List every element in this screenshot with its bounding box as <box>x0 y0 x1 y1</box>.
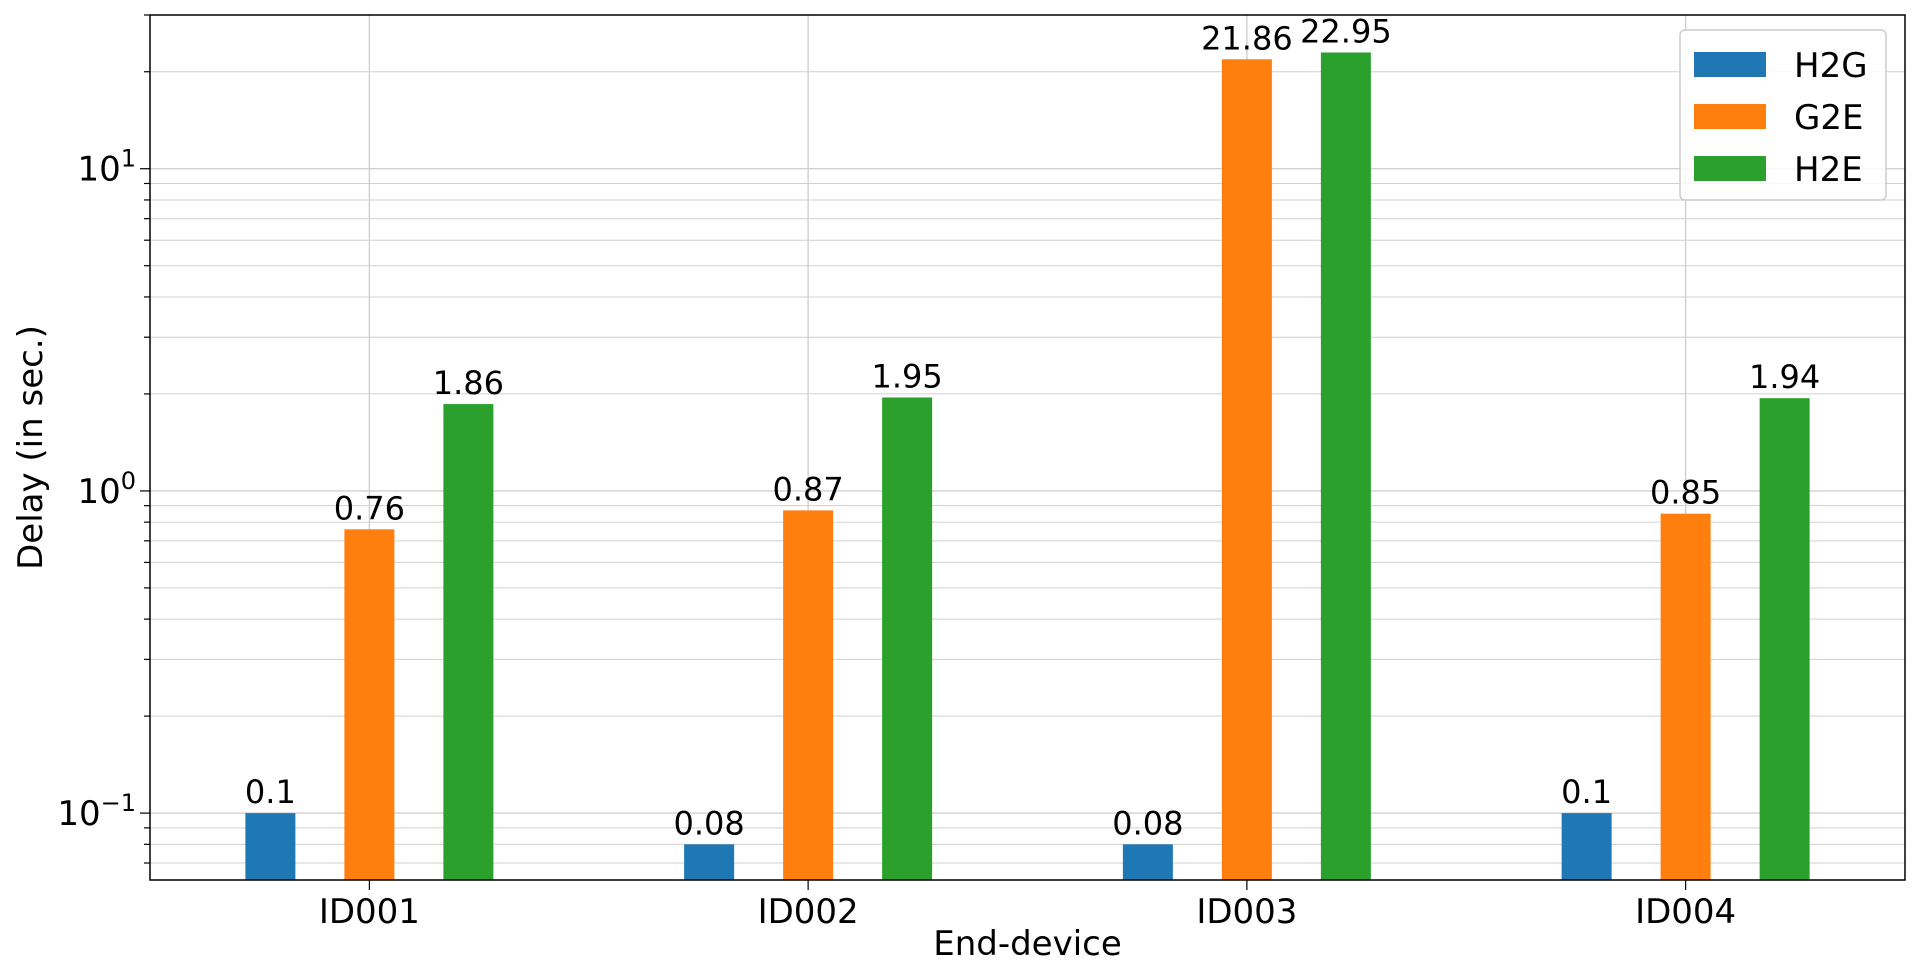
x-tick-label: ID004 <box>1635 892 1736 932</box>
legend: H2G G2E H2E <box>1679 29 1887 201</box>
bar-value-label: 21.86 <box>1201 19 1293 57</box>
bar-h2e-id003 <box>1320 52 1371 881</box>
bar-h2g-id002 <box>684 844 735 880</box>
bar-value-label: 0.76 <box>334 489 405 527</box>
grid <box>150 14 1905 880</box>
bar-value-label: 0.85 <box>1650 474 1721 512</box>
bar-h2g-id003 <box>1122 844 1173 880</box>
bar-g2e-id004 <box>1660 513 1711 880</box>
bars <box>245 52 1810 881</box>
bar-value-label: 0.1 <box>245 773 296 811</box>
bar-g2e-id001 <box>344 529 395 880</box>
y-tick-label: 10−1 <box>57 789 136 834</box>
bar-h2g-id004 <box>1561 813 1612 880</box>
legend-label: H2E <box>1794 150 1863 190</box>
y-axis-title: Delay (in sec.) <box>11 325 51 570</box>
bar-value-label: 0.08 <box>674 804 745 842</box>
bar-g2e-id003 <box>1221 59 1272 880</box>
bar-value-label: 0.1 <box>1561 773 1612 811</box>
bar-h2e-id001 <box>443 404 494 880</box>
bar-h2g-id001 <box>245 813 296 880</box>
plot-frame <box>149 14 1906 881</box>
bar-value-label: 1.94 <box>1749 358 1820 396</box>
y-tick-label: 100 <box>77 467 136 512</box>
bar-value-label: 22.95 <box>1300 12 1392 50</box>
bar-h2e-id002 <box>882 397 933 880</box>
x-tick-label: ID003 <box>1196 892 1297 932</box>
bar-value-label: 1.86 <box>433 364 504 402</box>
legend-swatch-h2e <box>1694 156 1766 181</box>
x-tick-label: ID002 <box>758 892 859 932</box>
x-tick-label: ID001 <box>319 892 420 932</box>
legend-label: H2G <box>1794 46 1868 86</box>
axis-ticks: ID001 ID002 ID003 ID004 10−1 100 101 <box>57 14 1736 932</box>
x-axis-title: End-device <box>933 924 1122 964</box>
legend-swatch-h2g <box>1694 52 1766 77</box>
bar-value-label: 1.95 <box>872 357 943 395</box>
bar-value-label: 0.08 <box>1112 804 1183 842</box>
bar-h2e-id004 <box>1759 398 1810 880</box>
data-labels: 0.1 0.08 0.08 0.1 0.76 0.87 21.86 0.85 1.86 1.95 2… <box>245 12 1820 842</box>
y-tick-label: 101 <box>77 145 136 190</box>
legend-swatch-g2e <box>1694 104 1766 129</box>
bar-value-label: 0.87 <box>773 470 844 508</box>
legend-label: G2E <box>1794 98 1863 138</box>
bar-g2e-id002 <box>783 510 834 880</box>
